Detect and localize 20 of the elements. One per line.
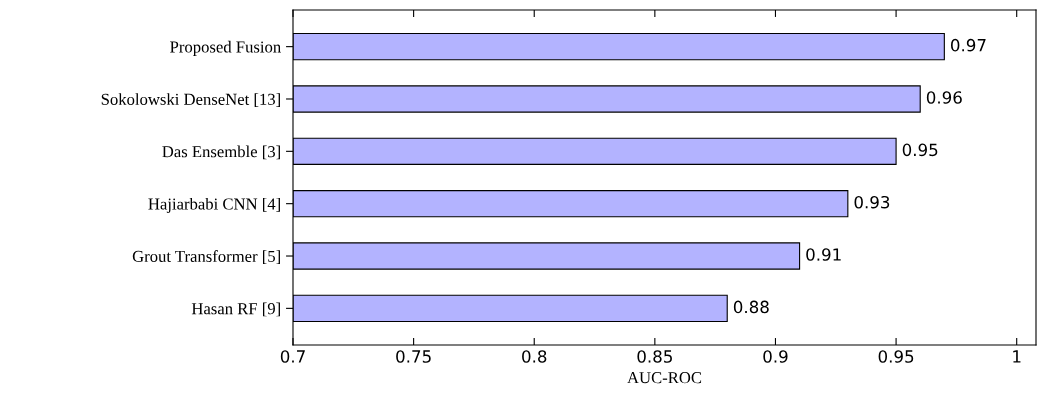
y-tick-label: Hajiarbabi CNN [4] xyxy=(148,197,280,213)
data-label: 0.91 xyxy=(806,248,841,261)
y-tick-label: Das Ensemble [3] xyxy=(162,145,280,160)
x-tick-label: 0.7 xyxy=(280,350,305,363)
y-tick-label: Grout Transformer [5] xyxy=(132,250,280,265)
x-tick-label: 0.9 xyxy=(763,350,788,363)
y-tick-label: Sokolowski DenseNet [13] xyxy=(101,93,280,107)
x-axis-title: AUC-ROC xyxy=(627,372,702,384)
x-tick-label: 0.95 xyxy=(878,350,914,363)
data-label: 0.96 xyxy=(926,91,962,104)
data-label: 0.95 xyxy=(902,143,938,157)
x-tick-label: 0.85 xyxy=(637,350,672,363)
x-tick-label: 1 xyxy=(1013,350,1021,363)
y-tick-label: Hasan RF [9] xyxy=(191,302,280,317)
data-label: 0.88 xyxy=(733,300,769,314)
x-tick-label: 0.75 xyxy=(396,350,431,363)
data-label: 0.93 xyxy=(854,195,890,209)
y-tick-label: Proposed Fusion xyxy=(170,40,281,56)
data-label: 0.97 xyxy=(950,38,986,52)
x-tick-label: 0.8 xyxy=(522,350,547,363)
